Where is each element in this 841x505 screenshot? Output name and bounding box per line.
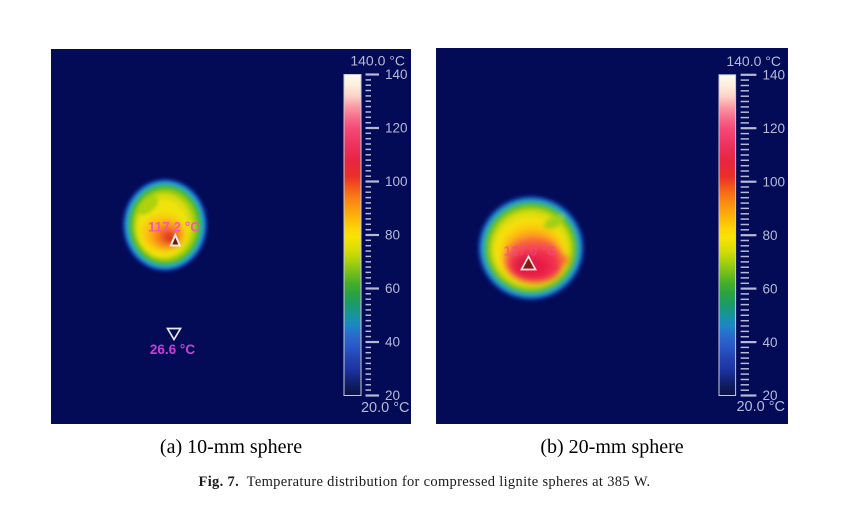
- svg-text:140: 140: [763, 68, 786, 83]
- svg-text:20.0 °C: 20.0 °C: [361, 400, 410, 416]
- svg-text:100: 100: [763, 174, 786, 189]
- svg-text:80: 80: [763, 228, 778, 243]
- svg-text:127.0 °C: 127.0 °C: [504, 244, 557, 259]
- svg-text:140: 140: [385, 67, 408, 82]
- svg-text:40: 40: [763, 335, 778, 350]
- svg-text:26.6 °C: 26.6 °C: [150, 342, 195, 357]
- svg-text:120: 120: [763, 121, 786, 136]
- svg-text:117.2 °C: 117.2 °C: [148, 220, 200, 235]
- svg-text:20.0 °C: 20.0 °C: [736, 399, 785, 415]
- svg-text:80: 80: [385, 228, 400, 243]
- svg-text:100: 100: [385, 174, 408, 189]
- svg-text:120: 120: [385, 121, 408, 136]
- svg-text:60: 60: [763, 281, 778, 296]
- svg-text:140.0 °C: 140.0 °C: [350, 53, 405, 69]
- svg-text:60: 60: [385, 281, 400, 296]
- svg-text:140.0 °C: 140.0 °C: [726, 53, 781, 69]
- svg-text:40: 40: [385, 335, 400, 350]
- svg-text:20: 20: [385, 388, 400, 403]
- svg-text:20: 20: [763, 388, 778, 403]
